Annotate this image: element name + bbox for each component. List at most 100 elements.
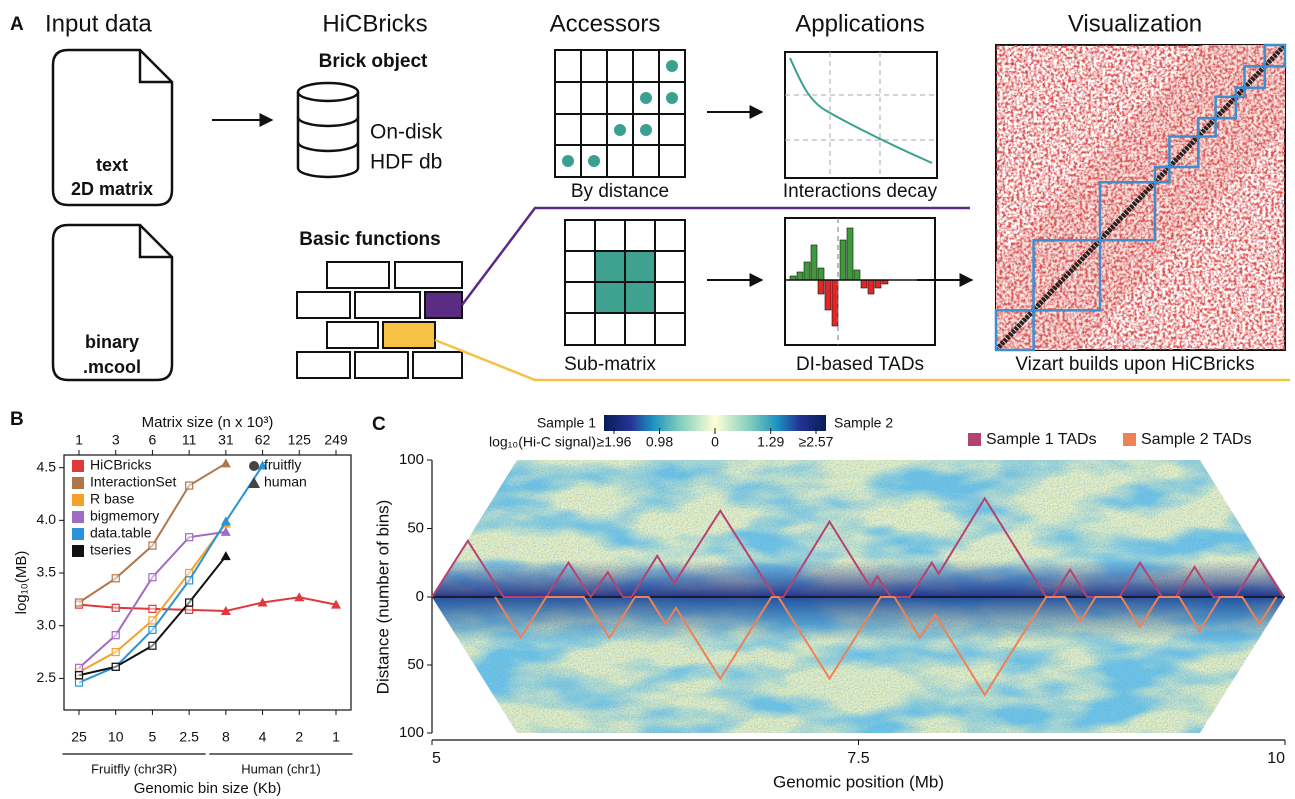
point <box>185 533 194 542</box>
legend-label: tseries <box>90 542 131 558</box>
heatmap-part <box>432 597 1285 733</box>
tad-box <box>1168 135 1200 169</box>
point <box>74 678 84 687</box>
legend-swatch <box>1123 433 1136 446</box>
y-tick-label: 50 <box>407 656 424 673</box>
caption: Sub-matrix <box>564 354 656 375</box>
distance-grid-part-part <box>588 155 600 167</box>
panel-c: C 100 50 0 50 100 5 7.5 10 Genomic position (Mb)… <box>372 414 1286 791</box>
file-label: 2D matrix <box>71 179 153 199</box>
di-plot-part-part <box>839 239 847 281</box>
connector <box>461 206 970 306</box>
top-tick-label: 6 <box>149 432 157 448</box>
heatmap-part <box>432 460 1285 597</box>
section-title: Basic functions <box>299 229 440 250</box>
bricks-icon-part <box>382 321 436 349</box>
x-axis-title: Genomic position (Mb) <box>773 772 944 791</box>
bricks-icon-part <box>394 261 463 289</box>
di-plot-part-part <box>796 271 804 281</box>
file-icon <box>51 48 174 382</box>
x-tick-label: 10 <box>1267 750 1285 767</box>
column-title: Input data <box>45 10 152 37</box>
distance-grid-part-part <box>666 60 678 72</box>
x-tick-label: 8 <box>222 729 230 745</box>
legend-label: R base <box>90 491 135 507</box>
point <box>111 647 120 657</box>
x-tick-label: 5 <box>149 729 157 745</box>
top-tick-label: 31 <box>218 432 234 448</box>
tad-box <box>1153 165 1171 184</box>
database-icon-part <box>296 81 360 103</box>
database-icon-part <box>296 92 360 179</box>
section-title: Brick object <box>319 51 428 72</box>
column-title: Accessors <box>550 10 661 37</box>
legend-swatch <box>72 545 84 557</box>
x-tick-label: 25 <box>71 729 87 745</box>
di-plot-part-part <box>874 279 882 289</box>
distance-grid-part-part <box>640 92 652 104</box>
colorbar <box>604 415 826 431</box>
y-tick-label: 4.0 <box>37 511 57 527</box>
y-axis-title: log₁₀(MB) <box>13 551 30 615</box>
legend-label: HiCBricks <box>90 457 151 473</box>
point <box>148 625 157 635</box>
y-tick-label: 3.5 <box>37 564 57 580</box>
point <box>220 526 231 536</box>
file-label: text <box>96 155 128 175</box>
y-tick-label: 3.0 <box>37 616 57 632</box>
bricks-icon-part <box>412 351 463 379</box>
tad-box <box>1197 116 1217 138</box>
legend-swatch <box>968 433 981 446</box>
tad-box <box>1098 181 1157 242</box>
bricks-icon-part <box>326 261 390 289</box>
top-tick-label: 3 <box>112 432 120 448</box>
storage-label: On-disk <box>370 121 443 144</box>
submatrix-grid-part <box>565 220 685 345</box>
legend-label: Sample 2 TADs <box>1141 431 1252 448</box>
y-axis-title: Distance (number of bins) <box>373 500 392 695</box>
top-tick-label: 125 <box>288 432 312 448</box>
caption: DI-based TADs <box>796 354 924 375</box>
top-tick-label: 11 <box>182 432 197 448</box>
top-axis-title: Matrix size (n x 10³) <box>142 414 274 431</box>
file-icon-part <box>51 223 174 382</box>
tad-box <box>1234 86 1246 99</box>
y-tick-label: 0 <box>416 588 424 605</box>
y-tick-label: 50 <box>407 519 424 536</box>
point <box>220 605 231 615</box>
point <box>220 458 231 468</box>
group-label: Human (chr1) <box>241 761 320 776</box>
x-tick-label: 10 <box>108 729 124 745</box>
point <box>185 598 194 607</box>
di-plot-part-part <box>831 279 839 327</box>
di-plot-part-part <box>853 269 861 281</box>
y-tick-label: 100 <box>399 724 424 741</box>
di-plot-part-part <box>824 279 832 311</box>
bricks-icon-part <box>326 321 379 349</box>
connector <box>434 338 1290 382</box>
decay-plot-part <box>785 52 937 178</box>
colorbar-tick-label: ≥2.57 <box>799 434 834 450</box>
legend-label: Sample 1 TADs <box>986 431 1097 448</box>
database-icon <box>296 81 360 179</box>
point <box>74 598 84 607</box>
point <box>111 631 120 640</box>
point <box>111 574 120 583</box>
bricks-icon-part <box>354 351 409 379</box>
point <box>148 616 157 625</box>
file-label: .mcool <box>83 357 141 377</box>
file-icon-part <box>51 48 174 207</box>
column-title: Applications <box>795 10 924 37</box>
tad-box <box>1032 238 1102 312</box>
point <box>257 460 268 470</box>
submatrix-grid <box>564 219 686 346</box>
top-tick-label: 62 <box>255 432 271 448</box>
tad-line <box>494 596 1278 697</box>
di-plot-part-part <box>810 244 818 281</box>
colorbar-name: Sample 1 <box>537 415 596 431</box>
point <box>185 481 194 490</box>
distance-grid-part <box>555 50 685 177</box>
di-plot-part-part <box>860 279 868 289</box>
database-icon-part <box>296 116 360 153</box>
